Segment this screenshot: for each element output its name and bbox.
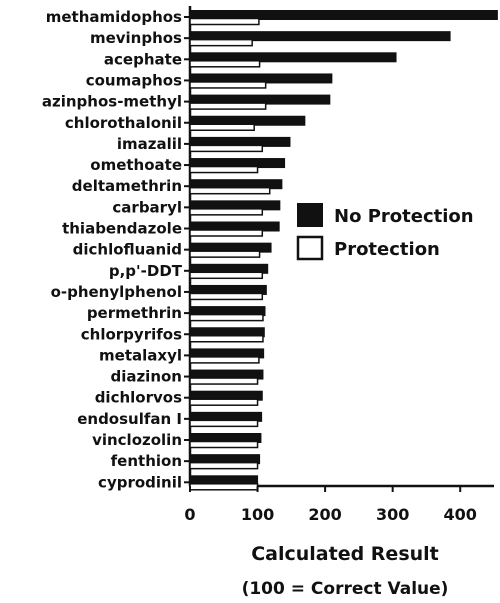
legend-swatch-protection <box>296 235 324 261</box>
category-label: fenthion <box>111 452 182 470</box>
category-label: carbaryl <box>112 198 182 216</box>
bar-protection <box>189 123 255 131</box>
x-axis-subtitle: (100 = Correct Value) <box>242 579 449 599</box>
bar-protection <box>189 144 264 153</box>
legend-label-protection: Protection <box>334 239 440 260</box>
category-label: metalaxyl <box>99 346 182 364</box>
bar-protection <box>189 17 260 26</box>
bar-protection <box>189 271 264 280</box>
category-label: imazalil <box>117 135 182 153</box>
category-label: chlorpyrifos <box>81 325 182 343</box>
x-axis-title: Calculated Result <box>251 543 439 565</box>
category-label: dichlorvos <box>95 389 182 407</box>
category-label: vinclozolin <box>92 431 182 449</box>
category-label: omethoate <box>90 156 182 174</box>
category-label: cyprodinil <box>98 473 182 491</box>
category-label: p,p'-DDT <box>109 262 183 280</box>
bar-no-protection <box>189 52 397 63</box>
category-label: azinphos-methyl <box>42 93 182 111</box>
category-label: dichlofluanid <box>73 241 182 259</box>
x-tick-label: 200 <box>308 505 341 524</box>
bars-group <box>189 10 498 491</box>
bar-no-protection <box>189 10 498 20</box>
bar-no-protection <box>189 31 451 42</box>
bar-protection <box>189 60 261 68</box>
bar-protection <box>189 292 264 301</box>
x-axis-ticks: 0 100 200 300 400 <box>184 486 477 524</box>
bar-protection <box>189 356 260 364</box>
bar-protection <box>189 440 259 449</box>
category-label: thiabendazole <box>62 220 182 238</box>
bar-protection <box>189 419 259 428</box>
bar-protection <box>189 377 259 385</box>
legend: No Protection Protection <box>296 203 474 261</box>
x-tick-label: 400 <box>444 505 477 524</box>
bar-protection <box>189 313 264 322</box>
bar-protection <box>189 81 267 89</box>
bar-protection <box>189 102 267 110</box>
bar-protection <box>189 250 261 258</box>
bar-protection <box>189 165 259 174</box>
bar-protection <box>189 335 264 343</box>
category-label: chlorothalonil <box>65 114 182 132</box>
bar-protection <box>189 38 253 47</box>
category-label: coumaphos <box>86 71 182 89</box>
x-tick-label: 0 <box>184 505 195 524</box>
x-tick-label: 100 <box>241 505 274 524</box>
category-label: mevinphos <box>90 29 182 47</box>
x-tick-label: 300 <box>376 505 409 524</box>
legend-label-no-protection: No Protection <box>334 206 474 227</box>
bar-protection <box>189 483 259 491</box>
category-label: methamidophos <box>46 8 182 26</box>
legend-swatch-no-protection <box>297 203 323 227</box>
bar-protection <box>189 186 271 195</box>
bar-protection <box>189 398 259 406</box>
category-label: deltamethrin <box>72 177 182 195</box>
category-label: diazinon <box>110 368 182 386</box>
bar-protection <box>189 461 259 470</box>
category-label: endosulfan I <box>77 410 182 428</box>
category-label: permethrin <box>87 304 182 322</box>
bar-protection <box>189 229 264 237</box>
bar-protection <box>189 208 264 216</box>
category-label: acephate <box>104 50 182 68</box>
category-labels: methamidophos mevinphos acephate coumaphos a… <box>42 8 190 491</box>
category-label: o-phenylphenol <box>51 283 182 301</box>
